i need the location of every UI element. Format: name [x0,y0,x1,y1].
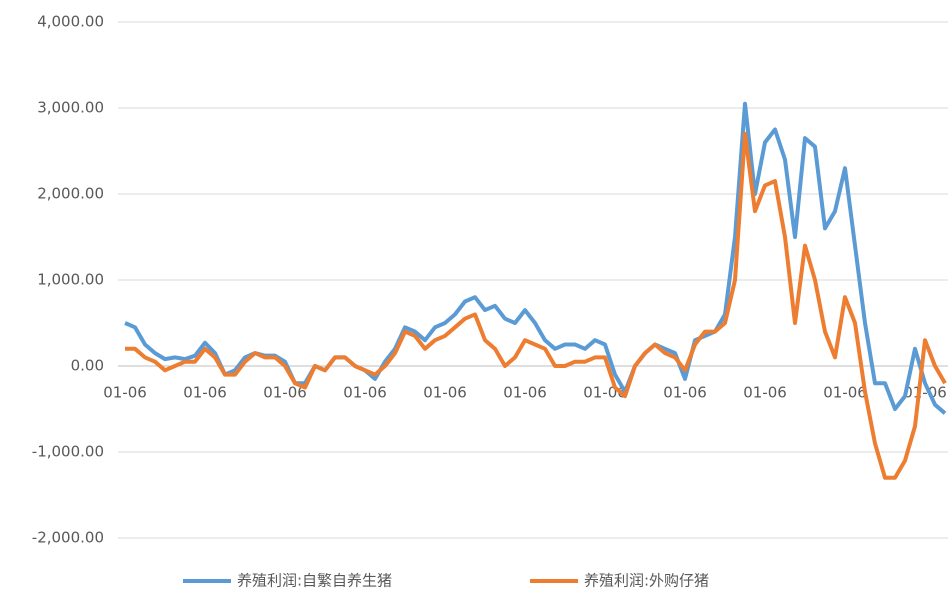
x-tick-label: 01-06 [823,384,867,402]
x-tick-label: 01-06 [103,384,147,402]
x-tick-label: 01-06 [183,384,227,402]
x-tick-label: 01-06 [423,384,467,402]
series-line [125,131,947,480]
legend-label: 养殖利润:自繁自养生猪 [237,572,392,590]
legend-label: 养殖利润:外购仔猪 [584,572,709,590]
x-tick-label: 01-06 [743,384,787,402]
y-tick-label: 4,000.00 [37,13,104,31]
y-tick-label: -1,000.00 [32,443,104,461]
y-tick-label: 1,000.00 [37,271,104,289]
x-tick-label: 01-06 [903,384,947,402]
y-tick-label: 2,000.00 [37,185,104,203]
x-tick-label: 01-06 [343,384,387,402]
y-tick-label: -2,000.00 [32,529,104,547]
y-tick-label: 0.00 [71,357,104,375]
x-tick-label: 01-06 [663,384,707,402]
y-tick-label: 3,000.00 [37,99,104,117]
x-tick-label: 01-06 [263,384,307,402]
series-line [124,101,947,415]
x-tick-label: 01-06 [503,384,547,402]
